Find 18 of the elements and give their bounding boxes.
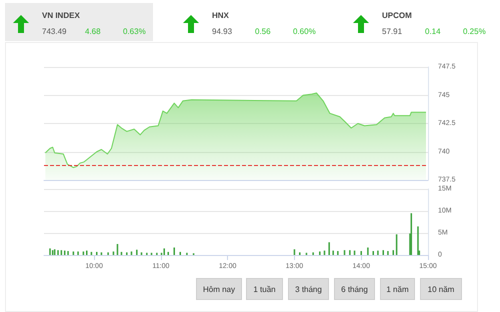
- text: 0.14: [425, 27, 441, 36]
- text: 6 tháng: [334, 278, 375, 300]
- text: 3 tháng: [288, 278, 329, 300]
- text: Hôm nay: [196, 278, 242, 300]
- text: 94.93: [212, 27, 232, 36]
- text: 10 năm: [420, 278, 462, 300]
- text: UPCOM: [382, 11, 412, 20]
- text: VN INDEX: [42, 11, 80, 20]
- text: 0.25%: [463, 27, 486, 36]
- text: 4.68: [85, 27, 101, 36]
- text: 0.56: [255, 27, 271, 36]
- text: 1 tuần: [246, 278, 283, 300]
- text: 57.91: [382, 27, 402, 36]
- text: 0.63%: [123, 27, 146, 36]
- text: HNX: [212, 11, 229, 20]
- text: 743.49: [42, 27, 66, 36]
- text: 0.60%: [293, 27, 316, 36]
- text: 1 năm: [380, 278, 415, 300]
